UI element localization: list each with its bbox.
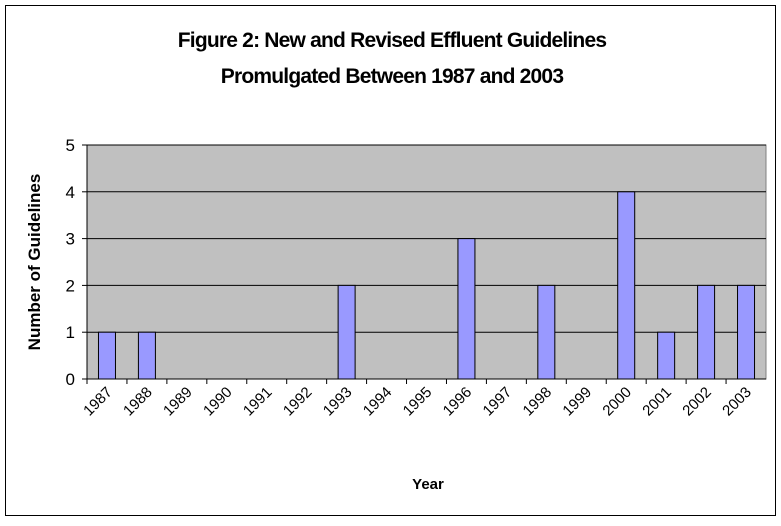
- bar: [537, 284, 556, 380]
- bar: [657, 331, 676, 380]
- y-tick-label: 4: [66, 183, 75, 202]
- plot-area: [86, 144, 767, 380]
- bar: [137, 331, 156, 380]
- y-tick-label: 2: [66, 276, 75, 295]
- y-tick-label: 5: [66, 136, 75, 155]
- bar: [97, 331, 116, 380]
- chart-title: Figure 2: New and Revised Effluent Guide…: [178, 29, 607, 52]
- bar: [337, 284, 356, 380]
- bar: [697, 284, 716, 380]
- y-tick-label: 0: [66, 370, 75, 389]
- y-axis-label: Number of Guidelines: [25, 174, 44, 351]
- y-tick-label: 1: [66, 323, 75, 342]
- bar: [617, 191, 636, 380]
- bar: [737, 284, 756, 380]
- chart-title: Promulgated Between 1987 and 2003: [221, 65, 564, 88]
- y-tick-label: 3: [66, 230, 75, 249]
- bar: [457, 238, 476, 380]
- x-axis-label: Year: [412, 476, 444, 493]
